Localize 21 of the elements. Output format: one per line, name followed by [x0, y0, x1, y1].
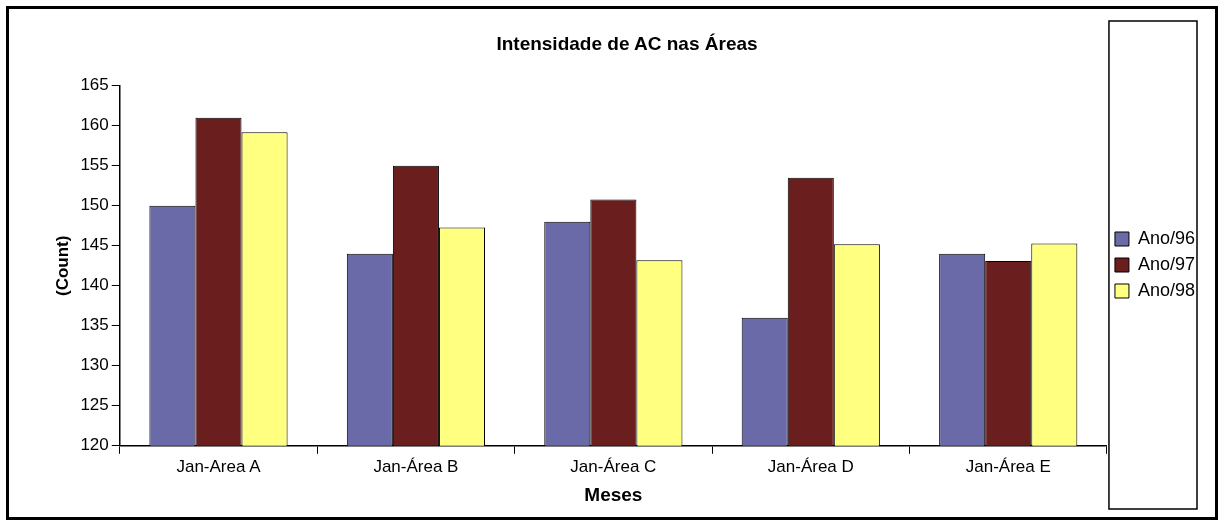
- y-tick-label: 165: [80, 75, 109, 95]
- y-tick-label: 130: [80, 355, 109, 375]
- x-axis-title: Meses: [584, 483, 643, 505]
- legend-label: Ano/97: [1137, 253, 1196, 274]
- y-tick-label: 145: [80, 235, 109, 255]
- y-tick-label: 155: [80, 155, 109, 175]
- legend-label: Ano/98: [1137, 279, 1196, 300]
- y-tick-label: 120: [80, 435, 109, 455]
- x-tick-label: Jan-Área C: [570, 456, 657, 476]
- x-tick-label: Jan-Área E: [965, 456, 1051, 476]
- x-tick-label: Jan-Área D: [767, 456, 854, 476]
- chart-title: Intensidade de AC nas Áreas: [496, 32, 758, 54]
- y-tick-label: 140: [80, 275, 109, 295]
- y-tick-label: 150: [80, 195, 109, 215]
- x-tick-label: Jan-Area A: [176, 456, 262, 476]
- y-tick-label: 125: [80, 395, 109, 415]
- y-tick-label: 135: [80, 315, 109, 335]
- y-axis-title: (Count): [52, 235, 72, 297]
- y-tick-label: 160: [80, 115, 109, 135]
- x-tick-label: Jan-Área B: [373, 456, 459, 476]
- legend-label: Ano/96: [1137, 227, 1196, 248]
